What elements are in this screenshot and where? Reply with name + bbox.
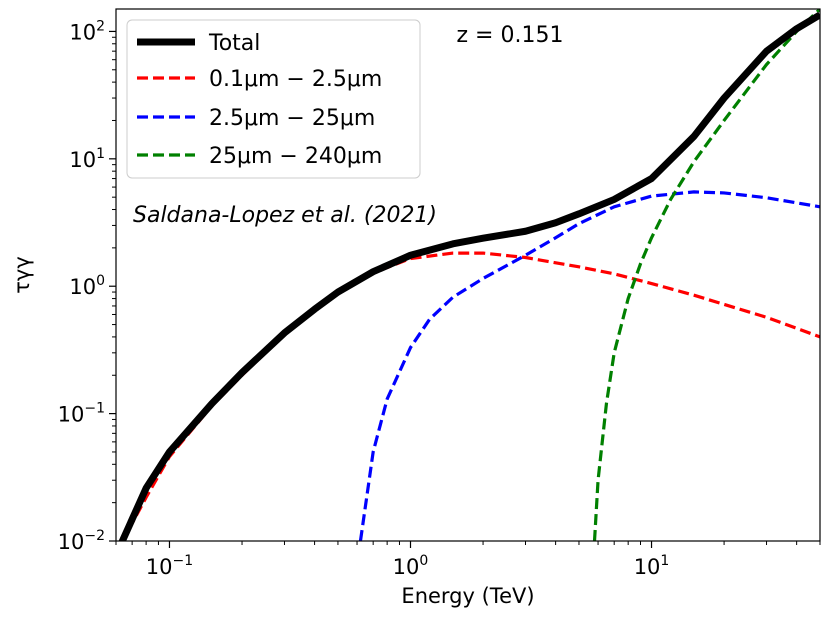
series-layer [118,9,820,541]
legend-box [126,19,421,179]
y-axis-label: τγγ [10,256,34,294]
legend-label-green: 25μm − 240μm [209,144,382,169]
x-tick-label-1: 100 [393,553,429,579]
legend: Total 0.1μm − 2.5μm 2.5μm − 25μm 25μm − … [126,19,421,179]
y-tick-label-3: 101 [69,146,105,172]
y-tick-label-0: 10−2 [58,528,105,554]
legend-label-blue: 2.5μm − 25μm [209,106,375,131]
ticks-layer: 10−1 100 101 10−2 10−1 100 101 102 [58,18,821,579]
y-tick-label-1: 10−1 [58,401,105,427]
legend-label-red: 0.1μm − 2.5μm [209,67,382,92]
x-tick-label-0: 10−1 [146,553,193,579]
series-line-1 [120,251,820,541]
reference-annotation: Saldana-Lopez et al. (2021) [133,203,437,228]
series-line-2 [358,190,820,541]
y-tick-label-2: 100 [69,273,105,299]
y-tick-label-4: 102 [69,18,105,44]
series-line-0 [118,11,820,541]
plot-frame [115,8,821,542]
x-tick-label-2: 101 [634,553,670,579]
legend-label-total: Total [208,31,260,56]
redshift-annotation: z = 0.151 [457,23,564,48]
x-axis-label: Energy (TeV) [401,584,534,608]
series-line-3 [592,9,820,541]
